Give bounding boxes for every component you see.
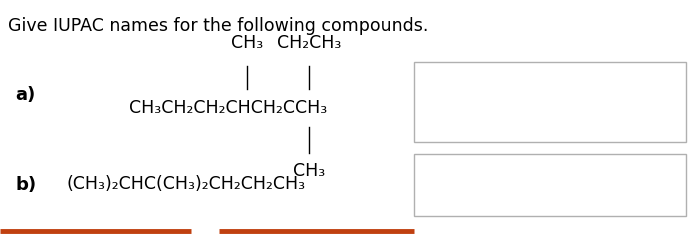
Text: CH₃: CH₃ (293, 162, 325, 180)
Bar (414, 154, 686, 216)
Text: CH₃CH₂CH₂CHCH₂CCH₃: CH₃CH₂CH₂CHCH₂CCH₃ (129, 99, 327, 117)
Text: CH₂CH₃: CH₂CH₃ (277, 34, 341, 52)
Text: b): b) (15, 176, 36, 194)
Bar (414, 62, 686, 142)
Text: Give IUPAC names for the following compounds.: Give IUPAC names for the following compo… (8, 17, 429, 35)
Text: (CH₃)₂CHC(CH₃)₂CH₂CH₂CH₃: (CH₃)₂CHC(CH₃)₂CH₂CH₂CH₃ (66, 175, 305, 193)
Text: a): a) (15, 86, 35, 104)
Text: CH₃: CH₃ (231, 34, 263, 52)
